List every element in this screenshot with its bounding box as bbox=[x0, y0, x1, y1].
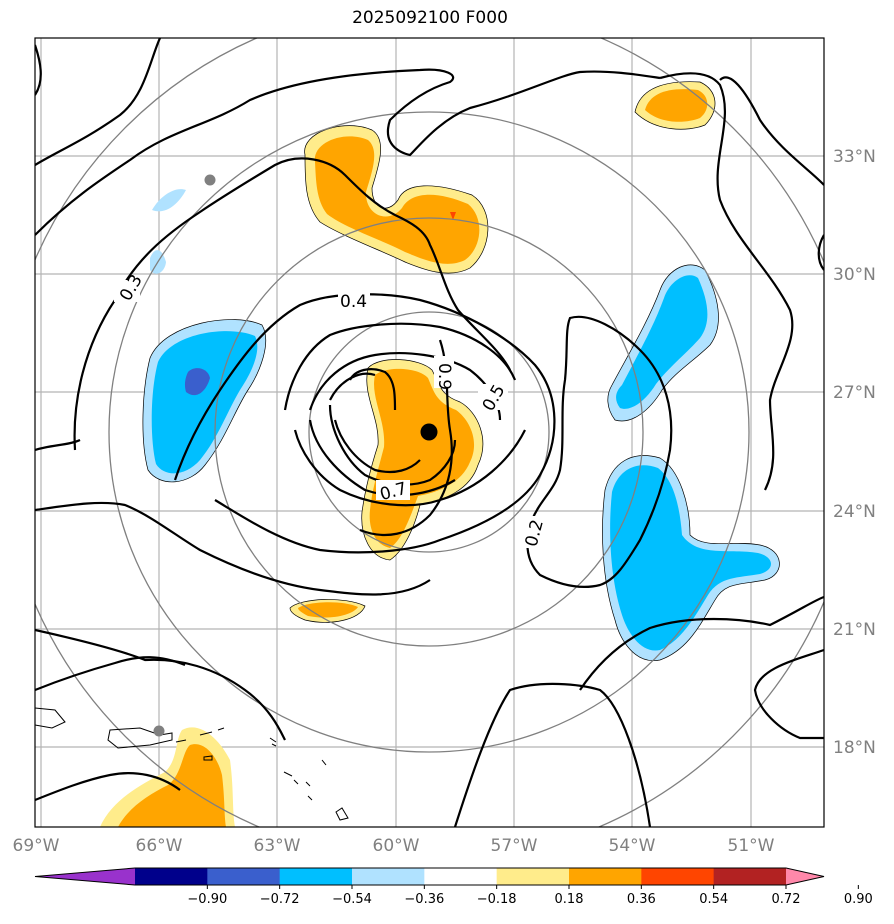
colorbar-extend-high bbox=[786, 868, 824, 885]
contour-label-0-9: 0.9 bbox=[434, 363, 454, 390]
colorbar-tick-label: 0.18 bbox=[555, 892, 584, 907]
longitude-labels: 69°W 66°W 63°W 60°W 57°W 54°W 51°W bbox=[13, 836, 775, 856]
negative-anomaly-shading bbox=[142, 189, 780, 661]
storm-center-marker bbox=[420, 423, 438, 441]
colorbar: −0.90 −0.72 −0.54 −0.36 −0.18 0.18 0.36 0.54 0.7… bbox=[34, 867, 873, 907]
colorbar-tick-label: 0.90 bbox=[844, 892, 873, 907]
contour-labels: 0.3 0.4 0.9 0.5 0.7 0.2 bbox=[114, 271, 548, 549]
lon-label: 57°W bbox=[491, 836, 538, 856]
lon-label: 69°W bbox=[13, 836, 60, 856]
coastlines bbox=[35, 707, 349, 821]
colorbar-swatch bbox=[135, 868, 208, 885]
colorbar-tick-label: 0.36 bbox=[627, 892, 656, 907]
range-rings bbox=[35, 38, 824, 827]
colorbar-extend-low bbox=[35, 868, 135, 885]
lat-label: 18°N bbox=[833, 738, 876, 758]
colorbar-swatch bbox=[352, 868, 425, 885]
lat-label: 24°N bbox=[833, 502, 876, 522]
lat-label: 33°N bbox=[833, 147, 876, 167]
positive-anomaly-shading bbox=[100, 81, 716, 827]
lon-label: 60°W bbox=[373, 836, 420, 856]
colorbar-tick-label: −0.18 bbox=[477, 892, 517, 907]
colorbar-swatch bbox=[641, 868, 715, 885]
contour-label-0-4: 0.4 bbox=[340, 292, 367, 312]
colorbar-swatch bbox=[279, 868, 353, 885]
colorbar-swatch bbox=[496, 868, 570, 885]
colorbar-swatch bbox=[713, 868, 787, 885]
colorbar-swatch bbox=[424, 868, 498, 885]
map-frame bbox=[34, 37, 825, 828]
colorbar-tick-label: −0.54 bbox=[332, 892, 372, 907]
colorbar-tick-label: −0.36 bbox=[404, 892, 444, 907]
lon-label: 54°W bbox=[609, 836, 656, 856]
station-marker bbox=[153, 725, 165, 737]
lon-label: 63°W bbox=[254, 836, 301, 856]
station-marker bbox=[204, 174, 216, 186]
lon-label: 66°W bbox=[136, 836, 183, 856]
colorbar-swatch bbox=[569, 868, 642, 885]
colorbar-tick-label: −0.72 bbox=[260, 892, 300, 907]
colorbar-tick-label: 0.72 bbox=[772, 892, 801, 907]
lat-label: 21°N bbox=[833, 620, 876, 640]
colorbar-outline bbox=[34, 867, 825, 886]
map-title: 2025092100 F000 bbox=[352, 8, 508, 28]
lat-label: 27°N bbox=[833, 383, 876, 403]
colorbar-swatch bbox=[207, 868, 281, 885]
colorbar-tick-label: −0.90 bbox=[187, 892, 227, 907]
lon-label: 51°W bbox=[728, 836, 775, 856]
colorbar-tick-label: 0.54 bbox=[699, 892, 728, 907]
latitude-labels: 33°N 30°N 27°N 24°N 21°N 18°N bbox=[833, 147, 876, 758]
lat-label: 30°N bbox=[833, 265, 876, 285]
